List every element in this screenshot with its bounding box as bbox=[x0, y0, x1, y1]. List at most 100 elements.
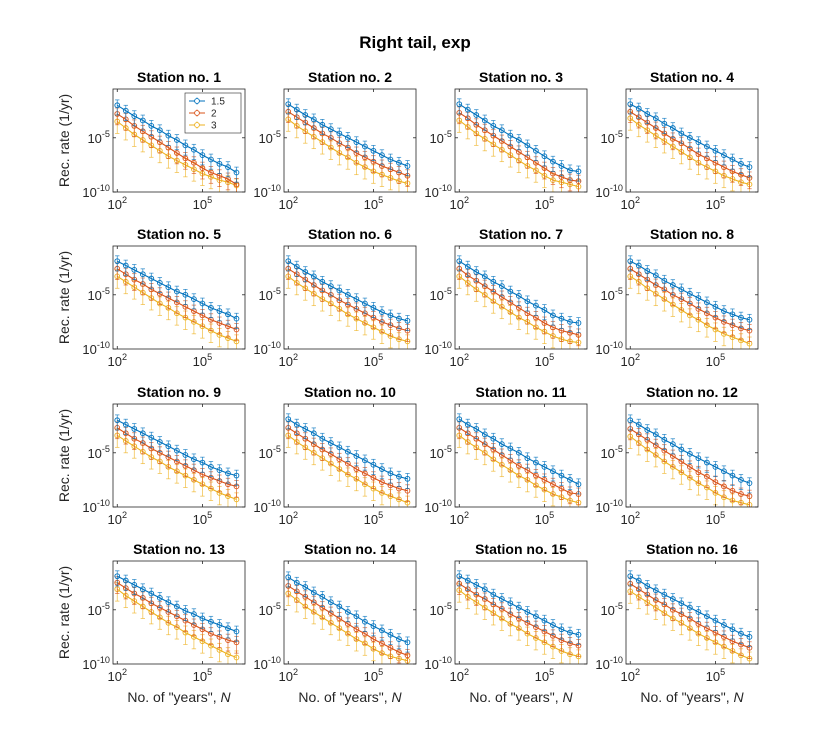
data-point bbox=[550, 622, 556, 628]
data-point bbox=[199, 300, 206, 307]
legend-entry: 1.5 bbox=[189, 97, 225, 108]
data-point bbox=[182, 291, 189, 298]
data-point bbox=[191, 611, 197, 617]
data-point bbox=[481, 117, 488, 124]
data-point bbox=[678, 446, 685, 453]
data-point bbox=[516, 604, 522, 611]
axes-box bbox=[283, 245, 417, 350]
y-tick-label: 10-10 bbox=[253, 655, 281, 672]
series-2 bbox=[285, 579, 411, 664]
data-point bbox=[490, 435, 497, 442]
data-point bbox=[507, 445, 514, 452]
data-point bbox=[541, 477, 548, 483]
data-point bbox=[498, 441, 505, 447]
data-point bbox=[216, 622, 223, 628]
data-point bbox=[652, 115, 659, 122]
panel-title: Station no. 7 bbox=[479, 226, 563, 242]
data-point bbox=[379, 640, 385, 647]
data-point bbox=[507, 288, 514, 295]
data-point bbox=[293, 263, 300, 270]
data-point bbox=[362, 300, 368, 307]
plot-area bbox=[627, 414, 753, 507]
data-point bbox=[387, 156, 394, 163]
series-1_5 bbox=[114, 414, 240, 486]
data-point bbox=[473, 426, 480, 432]
x-tick-label: 102 bbox=[620, 510, 640, 527]
data-point bbox=[635, 262, 642, 269]
data-point bbox=[165, 132, 172, 139]
y-tick-label: 10-5 bbox=[600, 444, 623, 461]
data-point bbox=[199, 152, 206, 158]
y-tick-label: 10-10 bbox=[595, 655, 623, 672]
data-point bbox=[191, 159, 197, 166]
data-point bbox=[165, 599, 172, 606]
data-point bbox=[695, 609, 702, 615]
panel-title: Station no. 5 bbox=[137, 226, 221, 242]
data-point bbox=[353, 139, 360, 145]
data-point bbox=[490, 278, 497, 285]
data-point bbox=[370, 147, 377, 154]
data-point bbox=[139, 430, 146, 437]
legend-marker bbox=[194, 110, 200, 116]
series-line bbox=[288, 103, 408, 167]
data-point bbox=[669, 441, 676, 447]
x-tick-label: 105 bbox=[535, 195, 555, 212]
series-line bbox=[117, 113, 237, 185]
plot-area bbox=[456, 413, 582, 507]
legend-marker bbox=[194, 98, 200, 104]
data-point bbox=[524, 455, 531, 462]
data-point bbox=[516, 293, 522, 299]
data-point bbox=[336, 287, 343, 294]
data-point bbox=[122, 107, 129, 114]
data-point bbox=[661, 436, 668, 443]
series-1_5 bbox=[285, 255, 411, 331]
y-tick-label: 10-10 bbox=[82, 498, 110, 515]
plot-area bbox=[285, 98, 411, 192]
data-point bbox=[114, 417, 121, 424]
axes-box bbox=[625, 88, 759, 193]
axes-box bbox=[112, 245, 246, 350]
y-tick-label: 10-5 bbox=[87, 129, 110, 146]
data-point bbox=[627, 573, 634, 580]
data-point bbox=[721, 152, 727, 158]
data-point bbox=[404, 317, 411, 324]
data-point bbox=[695, 139, 702, 145]
data-point bbox=[404, 163, 411, 169]
data-point bbox=[704, 299, 710, 306]
series-1_5 bbox=[114, 99, 240, 183]
series-line bbox=[117, 104, 237, 173]
series-1_5 bbox=[456, 98, 582, 182]
axes-box bbox=[454, 403, 588, 508]
data-point bbox=[575, 168, 582, 175]
legend: 1.523 bbox=[184, 92, 242, 134]
data-point bbox=[687, 290, 693, 297]
x-tick-label: 105 bbox=[364, 195, 384, 212]
data-point bbox=[114, 102, 121, 109]
data-point bbox=[704, 143, 710, 150]
data-point bbox=[174, 288, 180, 295]
y-axis-label: Rec. rate (1/yr) bbox=[56, 251, 72, 344]
data-point bbox=[473, 112, 480, 118]
series-1_5 bbox=[114, 255, 240, 329]
data-point bbox=[379, 627, 385, 634]
x-tick-label: 105 bbox=[706, 667, 726, 684]
data-point bbox=[199, 165, 206, 171]
data-point bbox=[550, 481, 556, 488]
axes-box bbox=[283, 88, 417, 193]
data-point bbox=[661, 277, 668, 284]
data-point bbox=[695, 455, 702, 462]
data-point bbox=[746, 493, 753, 500]
data-point bbox=[353, 453, 360, 459]
y-tick-label: 10-10 bbox=[253, 183, 281, 200]
x-tick-label: 105 bbox=[706, 352, 726, 369]
data-point bbox=[652, 587, 659, 594]
x-tick-label: 102 bbox=[620, 352, 640, 369]
data-point bbox=[216, 467, 223, 473]
x-tick-label: 102 bbox=[620, 667, 640, 684]
data-point bbox=[533, 472, 539, 479]
data-point bbox=[558, 315, 565, 322]
y-tick-label: 10-10 bbox=[595, 183, 623, 200]
data-point bbox=[370, 623, 377, 629]
data-point bbox=[516, 137, 522, 143]
data-point bbox=[302, 112, 309, 118]
